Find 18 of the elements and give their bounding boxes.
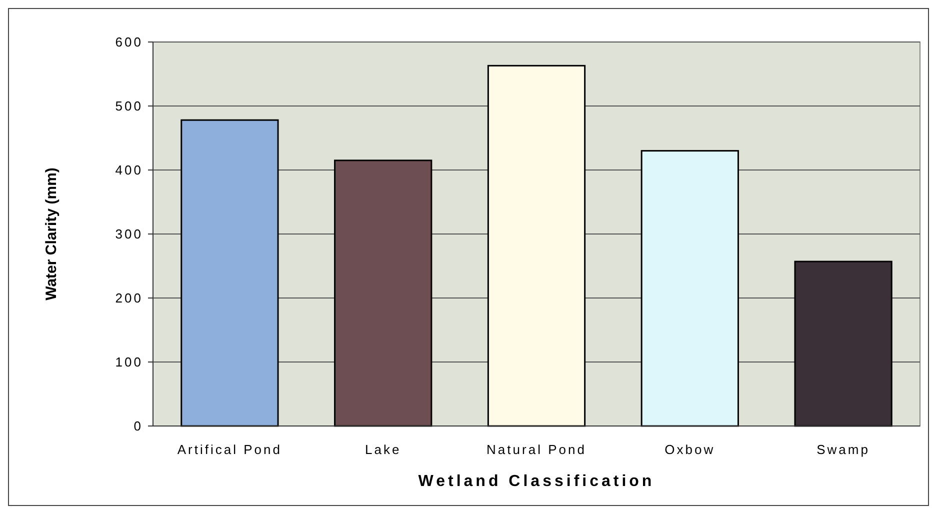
x-tick-label: Natural Pond [486, 442, 586, 457]
bar [640, 150, 739, 427]
y-tick-label: 0 [134, 418, 143, 434]
y-tick-label: 300 [115, 226, 143, 242]
y-tick-label: 100 [115, 354, 143, 370]
y-tick-label: 600 [115, 34, 143, 50]
x-tick-label: Artifical Pond [177, 442, 282, 457]
bar [180, 119, 279, 427]
bar [334, 160, 432, 427]
x-tick-label: Swamp [816, 442, 870, 457]
bar [487, 64, 586, 427]
x-tick-label: Lake [365, 442, 402, 457]
y-tick-label: 400 [115, 162, 143, 178]
y-tick-label: 200 [115, 290, 143, 306]
x-tick-label: Oxbow [664, 442, 716, 457]
x-axis-title: Wetland Classification [418, 473, 655, 490]
y-axis-title: Water Clarity (mm) [43, 168, 60, 300]
y-tick-label: 500 [115, 98, 143, 114]
